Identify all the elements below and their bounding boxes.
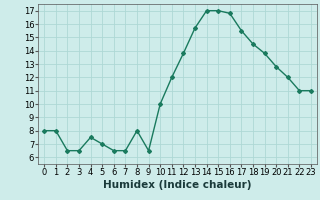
X-axis label: Humidex (Indice chaleur): Humidex (Indice chaleur): [103, 180, 252, 190]
